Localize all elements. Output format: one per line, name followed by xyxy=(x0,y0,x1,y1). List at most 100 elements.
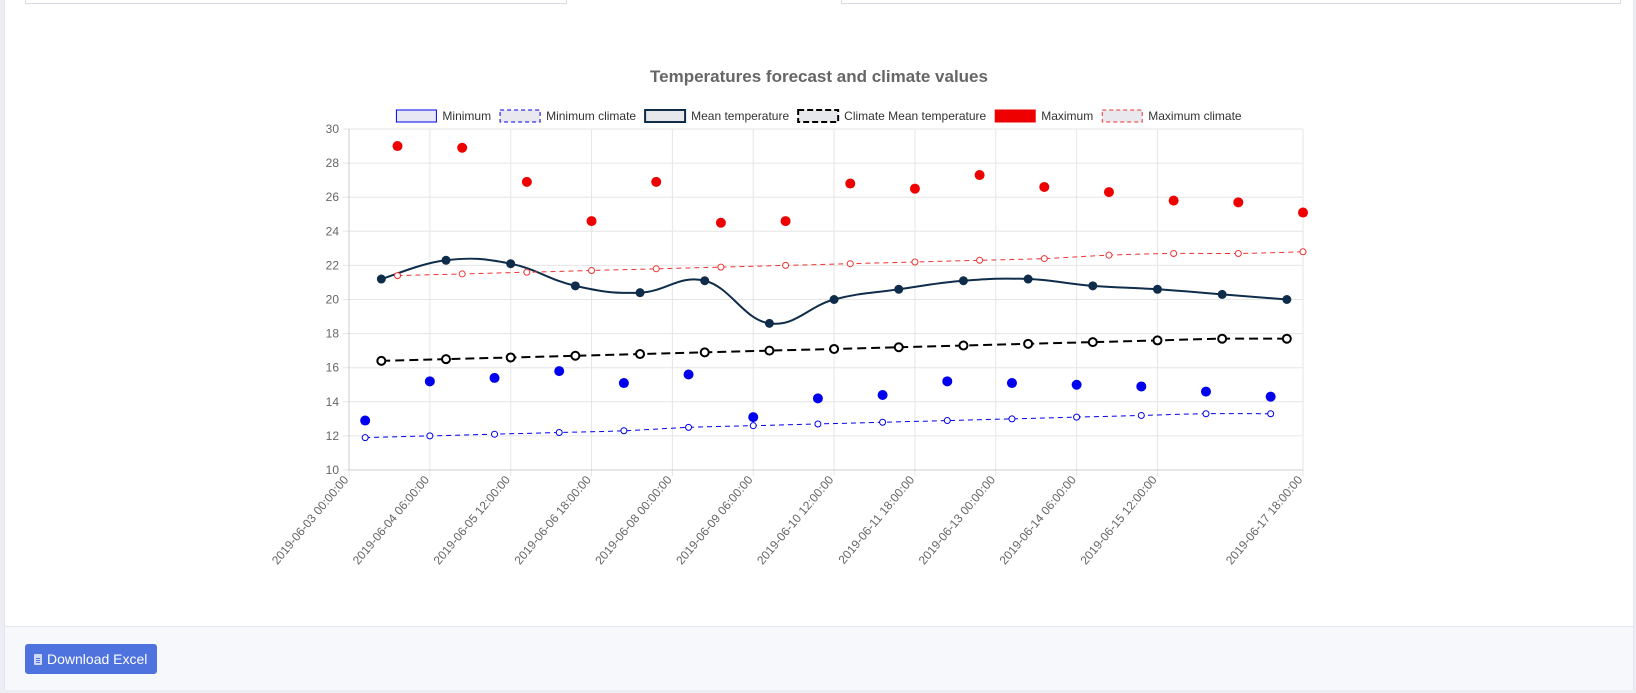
data-point xyxy=(700,276,710,286)
data-point xyxy=(1087,337,1098,348)
data-point xyxy=(1152,284,1162,294)
legend-label: Climate Mean temperature xyxy=(844,109,986,123)
data-point xyxy=(376,274,386,284)
data-point xyxy=(570,281,580,291)
data-point xyxy=(1006,378,1017,389)
data-point xyxy=(1023,338,1034,349)
series-mean-temperature xyxy=(376,255,1292,328)
legend-item-minimum[interactable]: Minimum xyxy=(395,109,491,123)
data-point xyxy=(424,376,435,387)
x-tick-label: 2019-06-10 12:00:00 xyxy=(754,473,837,568)
y-tick-label: 26 xyxy=(326,190,340,204)
data-point xyxy=(1073,413,1081,421)
data-point xyxy=(588,267,596,275)
data-point xyxy=(458,270,466,278)
x-tick-label: 2019-06-03 00:00:00 xyxy=(269,473,352,568)
data-point xyxy=(748,412,759,423)
legend-label: Minimum climate xyxy=(546,109,636,123)
legend-item-maximum-climate[interactable]: Maximum climate xyxy=(1101,109,1242,123)
legend-item-mean-temperature[interactable]: Mean temperature xyxy=(644,109,789,123)
data-point xyxy=(1088,281,1098,291)
x-tick-label: 2019-06-09 06:00:00 xyxy=(673,473,756,568)
legend-swatch xyxy=(395,109,437,123)
data-point xyxy=(1023,274,1033,284)
legend-item-climate-mean-temperature[interactable]: Climate Mean temperature xyxy=(797,109,987,123)
legend-swatch xyxy=(644,109,687,123)
data-point xyxy=(394,272,402,280)
data-point xyxy=(829,295,839,304)
data-point xyxy=(764,318,774,328)
x-tick-label: 2019-06-15 12:00:00 xyxy=(1077,473,1160,568)
y-tick-label: 12 xyxy=(326,429,340,443)
data-point xyxy=(1040,255,1048,263)
data-point xyxy=(555,428,563,436)
data-point xyxy=(491,430,499,438)
data-point xyxy=(1039,181,1050,192)
x-tick-label: 2019-06-17 18:00:00 xyxy=(1223,473,1306,568)
card-footer: Download Excel xyxy=(5,626,1633,690)
series-climate-mean-temperature xyxy=(376,333,1292,366)
data-point xyxy=(651,176,662,187)
data-point xyxy=(521,176,532,187)
x-tick-label: 2019-06-13 00:00:00 xyxy=(916,473,999,568)
data-point xyxy=(554,366,565,377)
data-point xyxy=(392,141,403,152)
chart-card: 10 12 14 16 18 20 22 24 26 28 30 2019-06-03 00:00:0… xyxy=(4,0,1634,690)
y-tick-label: 16 xyxy=(326,361,340,375)
data-point xyxy=(893,342,904,353)
data-point xyxy=(523,268,531,276)
data-point xyxy=(457,142,468,153)
series-minimum-climate xyxy=(361,410,1275,442)
data-point xyxy=(1233,197,1244,208)
x-tick-label: 2019-06-04 06:00:00 xyxy=(350,473,433,568)
legend-label: Minimum xyxy=(442,109,491,123)
data-point xyxy=(1265,391,1276,402)
data-point xyxy=(635,288,645,298)
data-point xyxy=(814,420,822,428)
data-point xyxy=(1136,381,1147,392)
data-point xyxy=(976,256,984,264)
data-point xyxy=(1282,295,1292,304)
x-tick-label: 2019-06-05 12:00:00 xyxy=(431,473,514,568)
data-point xyxy=(958,276,968,286)
data-point xyxy=(780,216,791,227)
data-point xyxy=(1105,251,1113,259)
top-panel-left xyxy=(25,0,567,4)
data-point xyxy=(911,258,919,266)
data-point xyxy=(1200,386,1211,397)
data-point xyxy=(652,265,660,273)
data-point xyxy=(1103,187,1114,198)
data-point xyxy=(360,415,371,426)
data-point xyxy=(1234,249,1242,257)
x-tick-label: 2019-06-14 06:00:00 xyxy=(997,473,1080,568)
data-point xyxy=(845,178,856,189)
series-maximum xyxy=(392,141,1308,228)
legend-swatch xyxy=(1101,109,1143,123)
series-maximum-climate xyxy=(394,248,1307,280)
data-point xyxy=(1217,333,1228,344)
chart-title: Temperatures forecast and climate values xyxy=(650,67,988,86)
data-point xyxy=(942,376,953,387)
data-point xyxy=(699,347,710,358)
data-point xyxy=(620,427,628,435)
data-point xyxy=(586,216,597,227)
legend-item-minimum-climate[interactable]: Minimum climate xyxy=(499,109,636,123)
file-excel-icon xyxy=(34,653,42,665)
x-tick-label: 2019-06-08 00:00:00 xyxy=(592,473,675,568)
series xyxy=(360,141,1308,442)
legend-swatch xyxy=(797,109,840,123)
legend-swatch xyxy=(499,109,541,123)
data-point xyxy=(1299,248,1307,256)
legend-label: Maximum climate xyxy=(1148,109,1242,123)
y-tick-label: 24 xyxy=(326,224,340,238)
data-point xyxy=(1152,335,1163,346)
temperature-chart: 10 12 14 16 18 20 22 24 26 28 30 2019-06-03 00:00:0… xyxy=(269,67,1308,568)
legend-item-maximum[interactable]: Maximum xyxy=(994,109,1093,123)
data-point xyxy=(683,369,694,380)
x-tick-label: 2019-06-11 18:00:00 xyxy=(835,473,917,567)
data-point xyxy=(974,170,985,181)
data-point xyxy=(441,354,452,365)
data-point xyxy=(1298,207,1308,218)
y-tick-label: 14 xyxy=(326,395,340,409)
download-excel-button[interactable]: Download Excel xyxy=(25,644,158,674)
